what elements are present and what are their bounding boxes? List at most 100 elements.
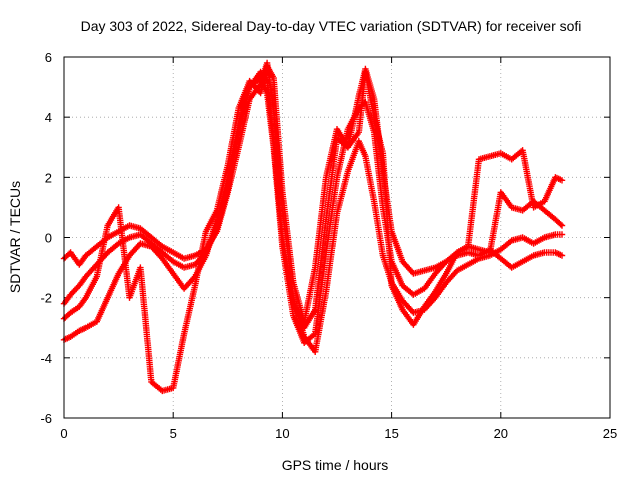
data-point bbox=[266, 65, 269, 67]
data-point bbox=[281, 191, 284, 194]
data-point bbox=[215, 218, 218, 221]
data-point bbox=[336, 128, 338, 131]
data-point bbox=[194, 284, 196, 287]
x-tick-label: 25 bbox=[603, 426, 617, 441]
data-point bbox=[401, 308, 404, 311]
data-point bbox=[183, 266, 186, 269]
y-tick-label: 6 bbox=[45, 50, 52, 65]
data-point bbox=[172, 272, 175, 275]
data-point bbox=[139, 227, 142, 230]
data-point bbox=[150, 236, 153, 239]
data-point bbox=[78, 305, 81, 308]
data-point bbox=[488, 251, 491, 254]
data-point bbox=[95, 245, 98, 248]
data-point bbox=[554, 176, 557, 179]
data-point bbox=[412, 323, 415, 326]
data-point bbox=[95, 275, 98, 278]
x-tick-label: 15 bbox=[384, 426, 398, 441]
data-point bbox=[467, 263, 469, 266]
data-point bbox=[456, 269, 459, 272]
data-point bbox=[128, 224, 131, 227]
data-point bbox=[215, 209, 218, 212]
data-point bbox=[95, 320, 98, 323]
data-point bbox=[347, 128, 349, 131]
y-tick-label: -6 bbox=[40, 411, 52, 426]
data-point bbox=[445, 272, 448, 275]
data-point bbox=[292, 302, 295, 305]
data-point bbox=[412, 293, 415, 296]
data-point bbox=[423, 305, 426, 308]
y-tick-label: 0 bbox=[45, 231, 52, 246]
data-point bbox=[423, 269, 426, 272]
data-point bbox=[364, 71, 367, 73]
plus-markers bbox=[60, 65, 566, 343]
data-point bbox=[259, 71, 262, 73]
data-point bbox=[467, 251, 469, 254]
data-point bbox=[347, 146, 349, 149]
data-point bbox=[336, 212, 338, 215]
data-point bbox=[381, 254, 384, 257]
data-point bbox=[401, 284, 404, 287]
data-point bbox=[499, 152, 502, 155]
x-tick-label: 10 bbox=[275, 426, 289, 441]
data-point bbox=[445, 281, 448, 284]
data-point bbox=[172, 251, 175, 254]
data-point bbox=[434, 266, 437, 269]
x-tick-label: 20 bbox=[494, 426, 508, 441]
data-point bbox=[150, 381, 153, 383]
data-point bbox=[510, 239, 513, 242]
plot-frame bbox=[63, 56, 611, 419]
data-point bbox=[161, 257, 164, 260]
y-tick-label: 4 bbox=[45, 110, 52, 125]
data-point bbox=[510, 206, 513, 209]
data-point bbox=[303, 320, 306, 323]
data-point bbox=[543, 236, 546, 239]
data-point bbox=[561, 179, 563, 182]
data-point bbox=[272, 140, 275, 143]
data-point bbox=[499, 248, 502, 251]
y-tick-label: -2 bbox=[40, 291, 52, 306]
data-point bbox=[139, 242, 142, 245]
data-point bbox=[423, 287, 426, 290]
data-point bbox=[106, 251, 109, 254]
data-point bbox=[364, 155, 367, 158]
data-point bbox=[401, 260, 404, 263]
data-point bbox=[106, 224, 109, 227]
data-point bbox=[373, 200, 376, 203]
data-point bbox=[78, 284, 81, 287]
data-point bbox=[128, 296, 131, 299]
data-point bbox=[434, 296, 437, 299]
data-point bbox=[521, 209, 524, 212]
chart-title: Day 303 of 2022, Sidereal Day-to-day VTE… bbox=[81, 18, 582, 34]
data-point bbox=[281, 236, 284, 239]
data-point bbox=[172, 260, 175, 263]
data-point bbox=[554, 251, 557, 254]
data-point bbox=[314, 308, 317, 311]
data-point bbox=[303, 341, 306, 344]
data-point bbox=[314, 332, 317, 335]
data-point bbox=[259, 92, 262, 94]
data-point bbox=[69, 311, 72, 314]
data-point bbox=[561, 224, 563, 227]
data-point bbox=[150, 245, 153, 248]
x-tick-label: 0 bbox=[60, 426, 67, 441]
y-tick-label: 2 bbox=[45, 170, 52, 185]
data-point bbox=[325, 176, 327, 179]
data-point bbox=[499, 191, 502, 194]
series-track-c bbox=[60, 65, 566, 343]
data-point bbox=[172, 387, 175, 389]
x-axis-label: GPS time / hours bbox=[282, 457, 389, 473]
y-tick-label: -4 bbox=[40, 351, 52, 366]
data-point bbox=[467, 245, 469, 248]
data-point bbox=[139, 233, 142, 236]
data-point bbox=[314, 266, 317, 269]
data-point bbox=[84, 326, 87, 329]
data-point bbox=[434, 272, 437, 275]
data-point bbox=[412, 272, 415, 275]
data-point bbox=[237, 107, 240, 110]
data-point bbox=[521, 260, 524, 263]
data-point bbox=[554, 233, 557, 236]
data-point bbox=[69, 293, 72, 296]
data-point bbox=[357, 95, 360, 98]
data-point bbox=[128, 254, 131, 257]
